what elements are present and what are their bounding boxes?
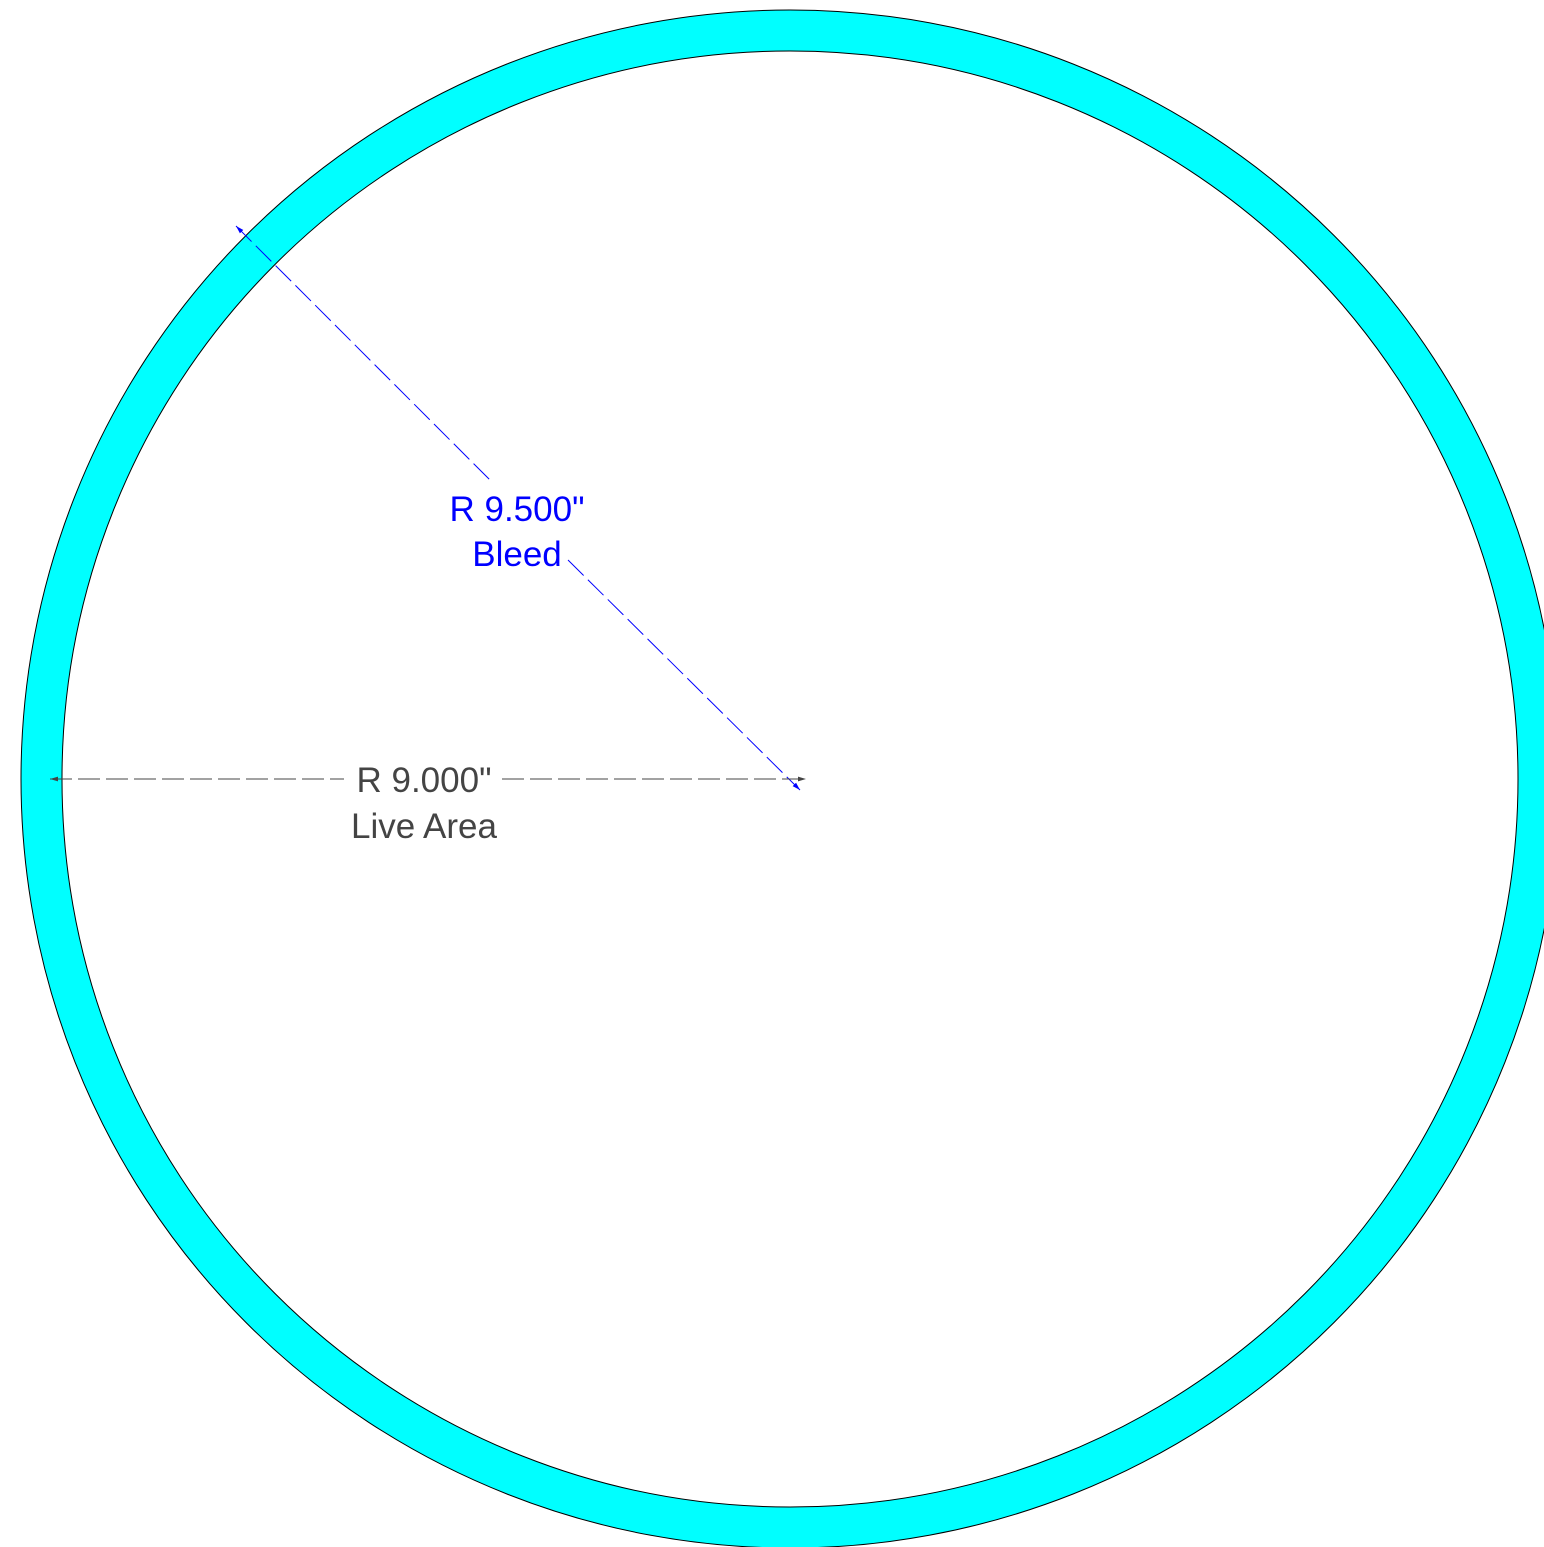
live-area-name-label: Live Area: [351, 807, 497, 846]
bleed-radius-label: R 9.500": [449, 490, 584, 529]
bleed-name-label: Bleed: [472, 535, 562, 574]
bleed-dimension-line-upper: [235, 225, 491, 481]
live-area-radius-label: R 9.000": [356, 761, 491, 800]
bleed-dimension-line-lower: [567, 559, 801, 791]
